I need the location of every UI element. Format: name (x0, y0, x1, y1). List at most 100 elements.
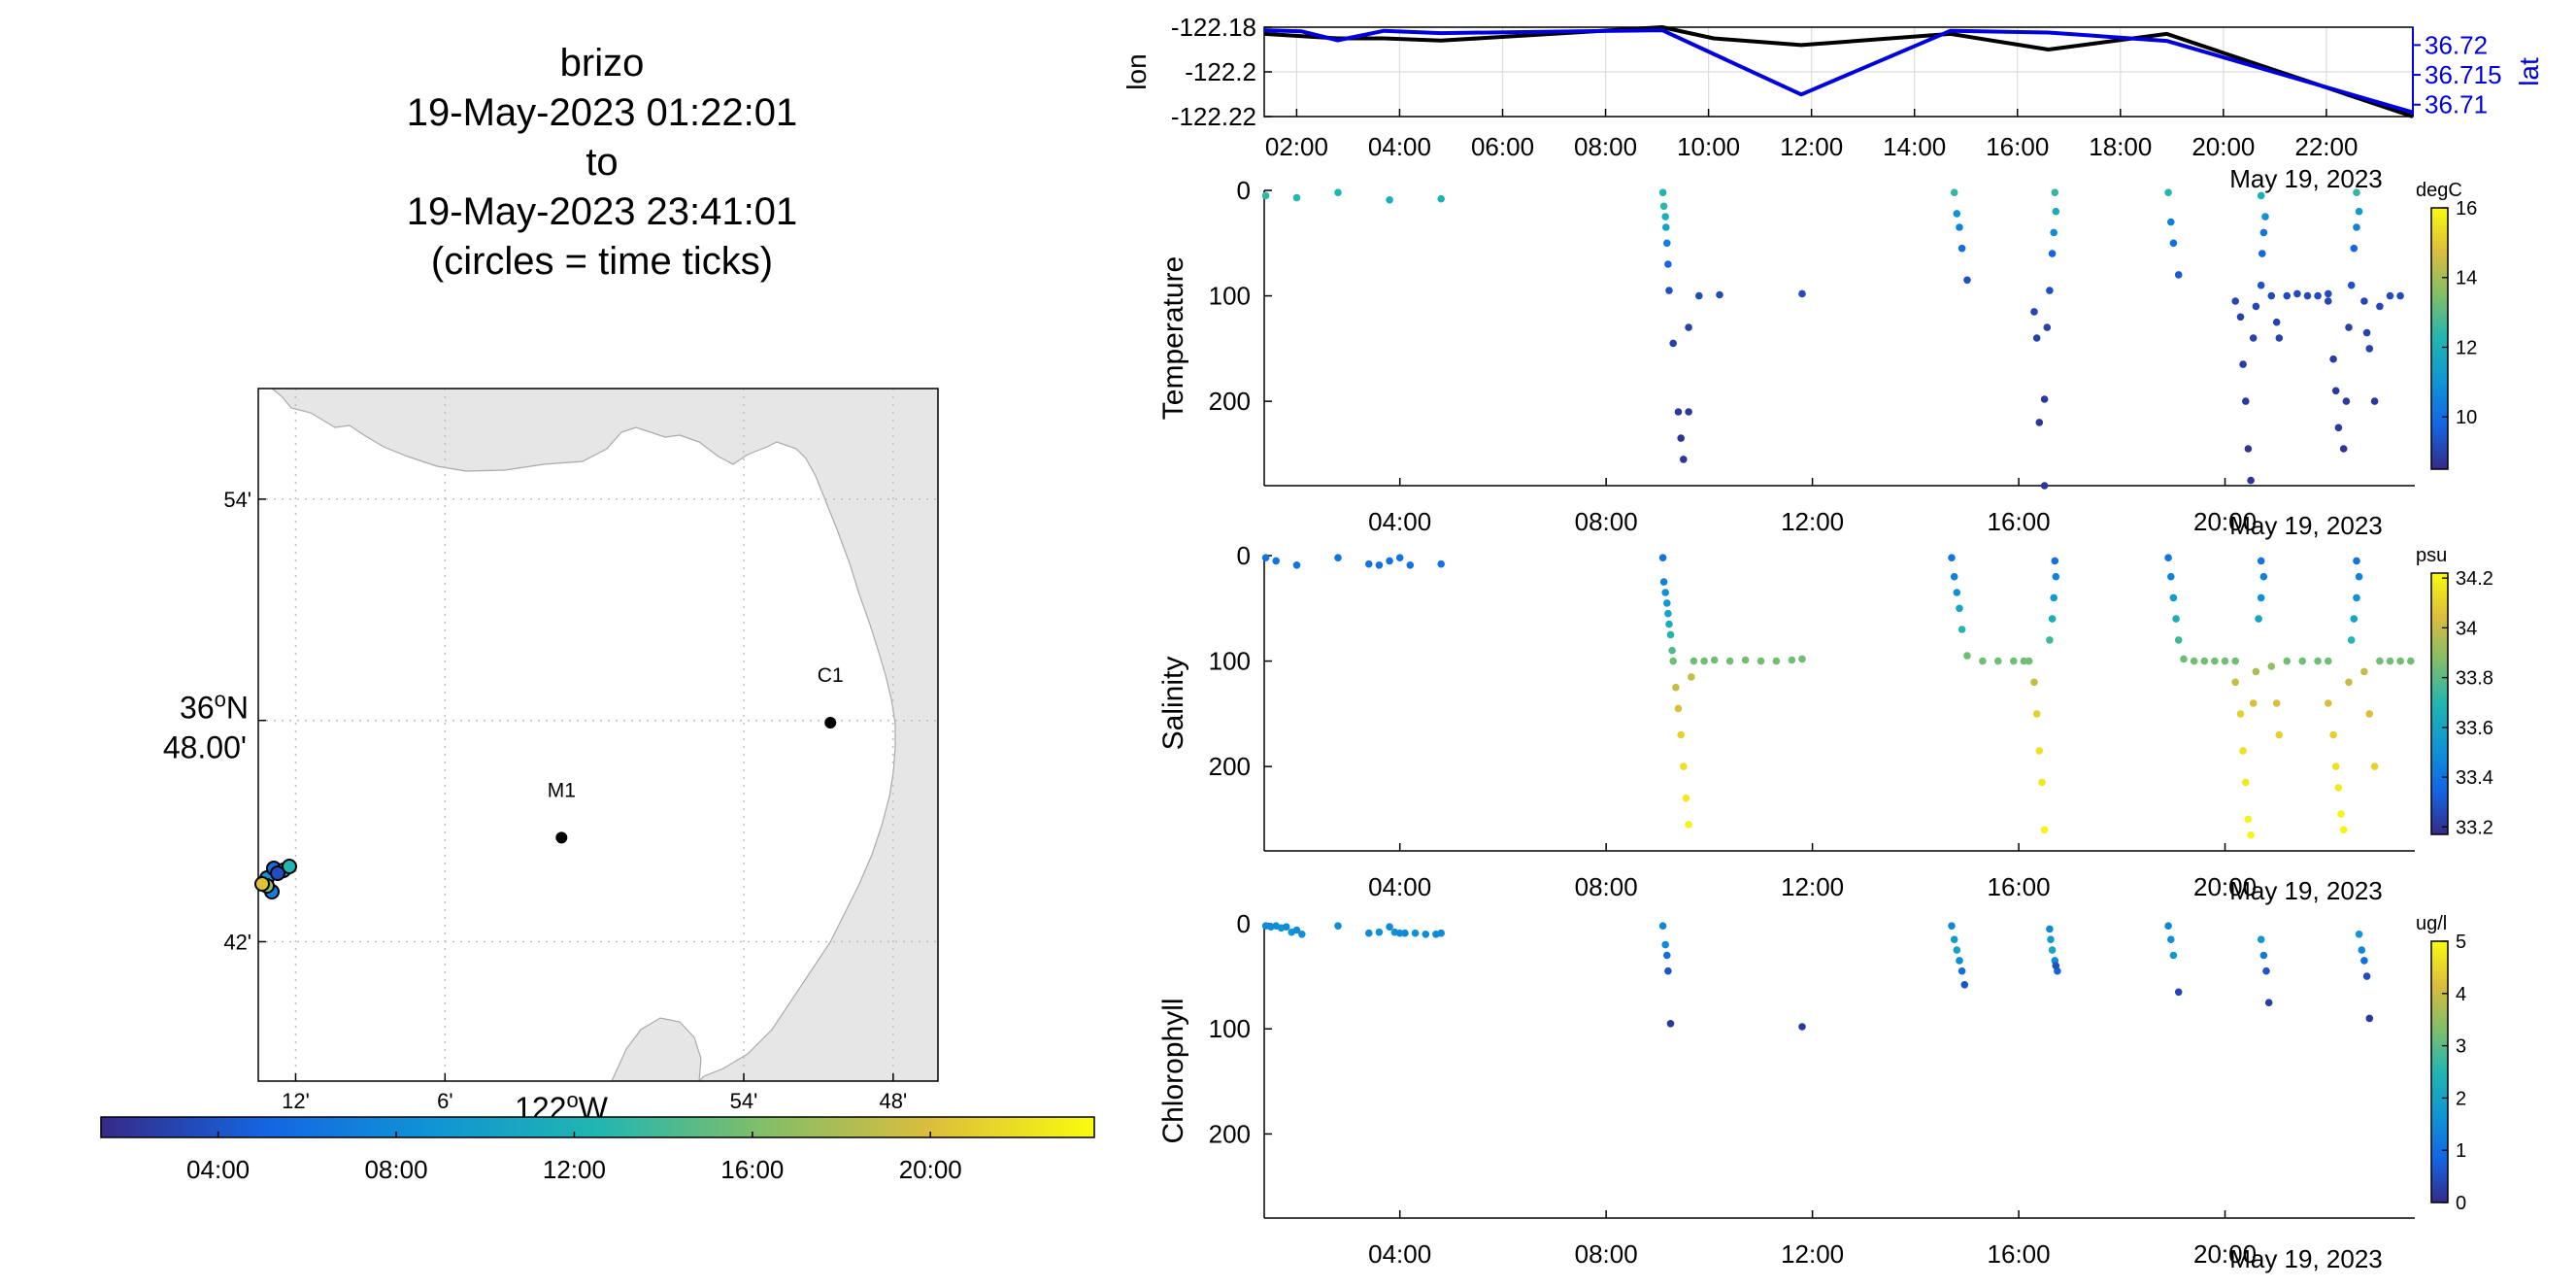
time-colorbar-label-3: 16:00 (720, 1155, 784, 1184)
salinity-point (2180, 655, 2188, 663)
temperature-point (2353, 188, 2360, 196)
time-colorbar-label-0: 04:00 (186, 1155, 250, 1184)
salinity-point (1948, 554, 1956, 561)
salinity-point (2353, 557, 2360, 565)
time-colorbar-label-2: 12:00 (543, 1155, 606, 1184)
salinity-point (1672, 683, 1680, 692)
chlorophyll-ylabel: Chlorophyll (1157, 998, 1189, 1143)
temperature-point (2362, 328, 2371, 337)
temperature-point (1661, 213, 1669, 220)
pos-xtick-label-6: 14:00 (1883, 132, 1946, 161)
chlorophyll-point (2048, 946, 2057, 954)
salinity-point (1710, 656, 1719, 664)
salinity-point (2172, 615, 2180, 623)
salinity-point (1798, 655, 1806, 663)
salinity-point (2298, 657, 2306, 665)
temperature-point (2314, 291, 2322, 300)
temperature-point (1798, 289, 1806, 298)
chlorophyll-point (1957, 966, 1966, 975)
salinity-point (1668, 646, 1676, 655)
chlorophyll-point (2365, 1014, 2374, 1023)
salinity-point (1292, 561, 1301, 569)
chlorophyll-point (2355, 931, 2363, 938)
chlorophyll-point (2257, 935, 2265, 943)
chlorophyll-point (1956, 957, 1963, 965)
salinity-point (2050, 593, 2057, 602)
temperature-point (2329, 355, 2337, 363)
map-lon-label-1: 6' (437, 1089, 452, 1113)
salinity-point (1437, 559, 1445, 568)
temperature-point (2030, 308, 2038, 316)
temperature-point (2252, 302, 2260, 311)
temperature-point (2283, 291, 2292, 300)
salinity-point (2051, 557, 2059, 565)
salinity-point (2164, 554, 2172, 561)
temperature-point (2331, 387, 2340, 395)
chlorophyll-point (2169, 951, 2178, 960)
station-label-M1: M1 (548, 779, 576, 801)
salinity-point (1680, 763, 1688, 770)
chlorophyll-colorbar-label-5: 5 (2456, 932, 2466, 953)
temperature-colorbar-label-1: 12 (2456, 337, 2477, 358)
salinity-ytick-label-0: 0 (1237, 541, 1251, 570)
temperature-point (2035, 419, 2044, 426)
temperature-point (2334, 424, 2343, 432)
time-colorbar-label-1: 08:00 (364, 1155, 427, 1184)
pos-ytick-right-label-1: 36.715 (2425, 60, 2502, 89)
temperature-point (1261, 191, 1270, 200)
temperature-point (2244, 445, 2253, 453)
salinity-point (1979, 657, 1987, 665)
map-lon-label-0: 12' (282, 1089, 310, 1113)
salinity-point (2360, 667, 2368, 676)
track-time-tick-3 (282, 859, 297, 874)
salinity-point (2334, 784, 2343, 792)
temperature-xtick-label-0: 04:00 (1368, 507, 1431, 536)
temperature-point (2347, 281, 2356, 289)
salinity-point (2325, 699, 2332, 707)
pos-xtick-label-9: 20:00 (2191, 132, 2255, 161)
temperature-point (2048, 250, 2057, 257)
chlorophyll-point (1411, 929, 1420, 937)
pos-ytick-right-label-2: 36.71 (2425, 90, 2488, 119)
salinity-xtick-label-0: 04:00 (1368, 872, 1431, 901)
chlorophyll-colorbar-unit: ug/l (2416, 913, 2447, 934)
chlorophyll-point (1666, 1020, 1675, 1028)
temperature-point (1685, 408, 1692, 416)
temperature-point (1953, 210, 1961, 218)
temperature-point (2174, 271, 2183, 279)
salinity-point (2329, 730, 2337, 739)
salinity-point (2038, 778, 2046, 787)
salinity-point (2345, 678, 2353, 687)
temperature-point (1437, 194, 1445, 203)
station-marker-M1 (555, 831, 568, 844)
temperature-point (1950, 188, 1958, 196)
salinity-point (1375, 561, 1384, 569)
map-lat-label-2: 42' (223, 930, 251, 954)
chlorophyll-colorbar-label-3: 3 (2456, 1036, 2466, 1058)
chlorophyll-point (1950, 935, 1958, 943)
salinity-point (1688, 673, 1695, 681)
salinity-point (1788, 656, 1796, 664)
salinity-point (2167, 572, 2175, 581)
salinity-point (1741, 656, 1750, 664)
chlorophyll-point (2262, 966, 2270, 975)
pos-xtick-label-8: 18:00 (2089, 132, 2152, 161)
map-lat-label-0: 54' (223, 488, 251, 512)
temperature-point (1665, 287, 1673, 294)
salinity-point (2221, 657, 2229, 665)
temperature-point (2345, 323, 2353, 331)
pos-ytick-label-0: -122.18 (1171, 13, 1256, 42)
salinity-point (1756, 657, 1765, 665)
pos-ytick-label-1: -122.2 (1185, 57, 1256, 86)
temperature-point (2236, 313, 2245, 322)
salinity-point (2283, 657, 2292, 665)
salinity-point (1957, 626, 1966, 633)
temperature-colorbar-label-2: 14 (2456, 268, 2477, 289)
temperature-point (2040, 482, 2049, 490)
salinity-point (2052, 572, 2060, 581)
temperature-point (1677, 434, 1685, 442)
salinity-point (2239, 747, 2247, 755)
temperature-xtick-label-2: 12:00 (1781, 507, 1844, 536)
